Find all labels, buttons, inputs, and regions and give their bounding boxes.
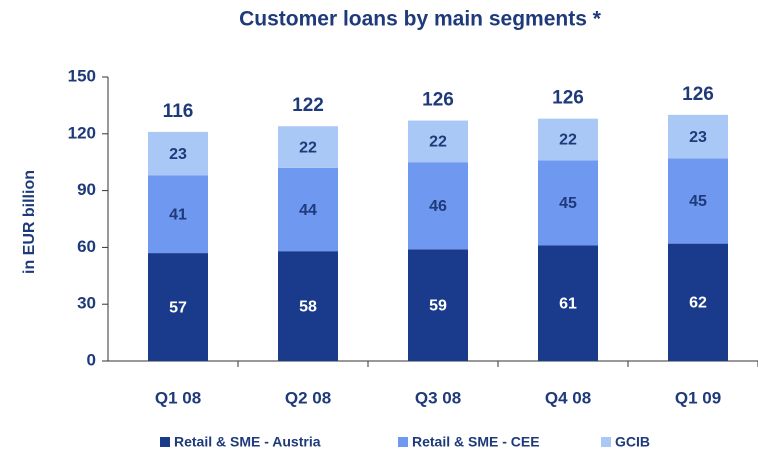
- data-label: 57: [169, 299, 187, 316]
- data-label: 22: [299, 139, 317, 156]
- data-label: 44: [299, 202, 317, 219]
- bar-segment: [408, 249, 468, 361]
- bar-segment: [538, 118, 598, 161]
- bar-segment: [278, 167, 338, 252]
- bar-segment: [668, 243, 728, 361]
- legend-label: Retail & SME - Austria: [174, 434, 321, 450]
- data-label: 22: [559, 132, 577, 149]
- y-tick-label: 0: [87, 350, 96, 369]
- data-label: 58: [299, 298, 317, 315]
- y-tick-label: 60: [77, 237, 96, 256]
- x-tick-label: Q4 08: [545, 388, 591, 407]
- bar-segment: [668, 158, 728, 244]
- total-label: 122: [292, 95, 324, 116]
- x-tick-label: Q2 08: [285, 388, 331, 407]
- legend-swatch: [160, 437, 170, 447]
- bar-segment: [278, 251, 338, 361]
- bar-segment: [148, 131, 208, 176]
- data-label: 46: [429, 198, 447, 215]
- bar-segment: [148, 175, 208, 254]
- y-tick-label: 120: [68, 123, 96, 142]
- y-tick-label: 30: [77, 294, 96, 313]
- data-label: 59: [429, 297, 447, 314]
- legend-swatch: [398, 437, 408, 447]
- bar-segment: [668, 114, 728, 159]
- chart-title: Customer loans by main segments *: [239, 8, 602, 31]
- bar-segment: [148, 253, 208, 361]
- data-label: 41: [169, 206, 187, 223]
- bar-segment: [538, 245, 598, 361]
- bar-segment: [538, 160, 598, 246]
- total-label: 126: [422, 90, 454, 111]
- y-tick-label: 150: [68, 66, 96, 85]
- bar-segment: [408, 120, 468, 163]
- data-label: 45: [689, 193, 707, 210]
- data-label: 22: [429, 134, 447, 151]
- data-label: 23: [689, 129, 707, 146]
- total-label: 116: [163, 101, 194, 122]
- y-tick-label: 90: [77, 180, 96, 199]
- total-label: 126: [682, 84, 714, 105]
- x-tick-label: Q1 08: [155, 388, 201, 407]
- legend-swatch: [601, 437, 611, 447]
- data-label: 23: [169, 146, 187, 163]
- legend-label: Retail & SME - CEE: [412, 434, 540, 450]
- bar-segment: [278, 126, 338, 168]
- total-label: 126: [552, 88, 584, 109]
- x-tick-label: Q1 09: [675, 388, 721, 407]
- bar-segment: [408, 162, 468, 250]
- data-label: 62: [689, 295, 707, 312]
- data-label: 45: [559, 195, 577, 212]
- y-axis-label: in EUR billion: [21, 170, 38, 274]
- legend-label: GCIB: [615, 434, 650, 450]
- x-tick-label: Q3 08: [415, 388, 461, 407]
- data-label: 61: [559, 295, 577, 312]
